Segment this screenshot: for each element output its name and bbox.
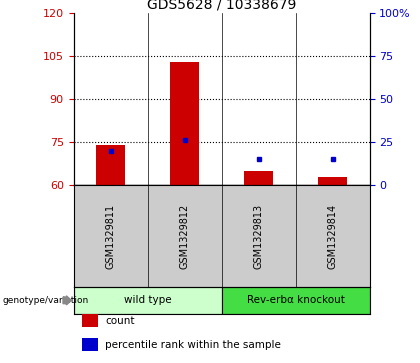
Bar	[96, 145, 125, 185]
Text: count: count	[105, 316, 134, 326]
Bar	[244, 171, 273, 185]
Bar	[318, 176, 347, 185]
Text: wild type: wild type	[124, 295, 171, 305]
Text: percentile rank within the sample: percentile rank within the sample	[105, 340, 281, 350]
Bar	[74, 287, 222, 314]
Text: Rev-erbα knockout: Rev-erbα knockout	[247, 295, 344, 305]
Bar	[82, 314, 98, 327]
Bar	[170, 62, 200, 185]
Title: GDS5628 / 10338679: GDS5628 / 10338679	[147, 0, 296, 12]
Text: GSM1329811: GSM1329811	[105, 203, 116, 269]
Bar	[222, 287, 370, 314]
Text: genotype/variation: genotype/variation	[2, 296, 88, 305]
Bar	[82, 338, 98, 351]
Text: GSM1329812: GSM1329812	[179, 203, 189, 269]
Text: GSM1329814: GSM1329814	[328, 203, 338, 269]
Text: GSM1329813: GSM1329813	[254, 203, 264, 269]
